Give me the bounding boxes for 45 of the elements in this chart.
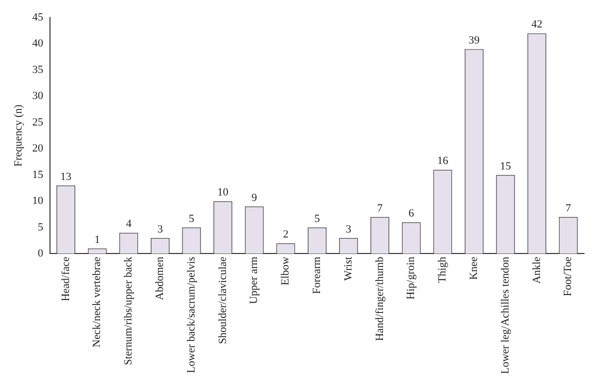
- x-tick-label: Lower back/sacrum/pelvis: [185, 256, 198, 374]
- data-label: 5: [314, 212, 320, 225]
- x-tick-label: Lower leg/Achilles tendon: [499, 256, 512, 374]
- data-label: 13: [60, 170, 72, 183]
- data-label: 5: [188, 212, 195, 225]
- data-label: 7: [566, 202, 572, 214]
- y-tick-label: 0: [38, 248, 44, 260]
- x-tick-label: Foot/Toe: [562, 256, 574, 296]
- y-tick-label: 40: [32, 38, 44, 50]
- x-tick-label: Wrist: [342, 256, 354, 281]
- x-tick-label: Upper arm: [248, 256, 260, 304]
- x-tick-label: Hip/groin: [405, 256, 418, 300]
- data-label: 2: [282, 228, 288, 241]
- data-label: 16: [437, 155, 449, 168]
- y-tick-label: 45: [32, 11, 44, 24]
- y-axis-title: Frequency (n): [12, 104, 24, 167]
- x-tick-label: Elbow: [280, 256, 292, 286]
- x-tick-label: Ankle: [530, 256, 543, 284]
- x-tick-label: Knee: [468, 256, 480, 280]
- data-label: 6: [408, 208, 415, 220]
- data-label: 39: [468, 34, 480, 46]
- y-tick-label: 25: [32, 116, 44, 128]
- y-tick-label: 20: [32, 142, 44, 155]
- y-tick-label: 30: [32, 90, 44, 102]
- y-tick-label: 15: [32, 168, 44, 181]
- data-label: 9: [252, 192, 258, 204]
- y-tick-label: 10: [32, 195, 44, 208]
- data-label: 4: [126, 218, 132, 230]
- x-tick-label: Forearm: [310, 256, 323, 294]
- x-tick-label: Thigh: [436, 256, 449, 283]
- x-tick-label: Shoulder/claviculae: [216, 256, 229, 344]
- data-label: 15: [500, 160, 512, 172]
- data-label: 1: [94, 234, 100, 246]
- data-label: 3: [157, 223, 164, 236]
- data-label: 42: [531, 18, 542, 31]
- data-label: 3: [346, 223, 352, 236]
- x-tick-label: Head/face: [60, 256, 72, 302]
- x-tick-label: Sternum/ribs/upper back: [122, 256, 135, 366]
- x-tick-label: Neck/neck vertebrae: [91, 256, 104, 348]
- data-label: 7: [377, 202, 384, 214]
- x-tick-label: Abdomen: [154, 256, 166, 300]
- y-tick-label: 35: [32, 64, 44, 76]
- x-tick-label: Hand/finger/thumb: [374, 256, 386, 342]
- y-tick-label: 5: [38, 221, 44, 234]
- data-label: 10: [217, 186, 229, 199]
